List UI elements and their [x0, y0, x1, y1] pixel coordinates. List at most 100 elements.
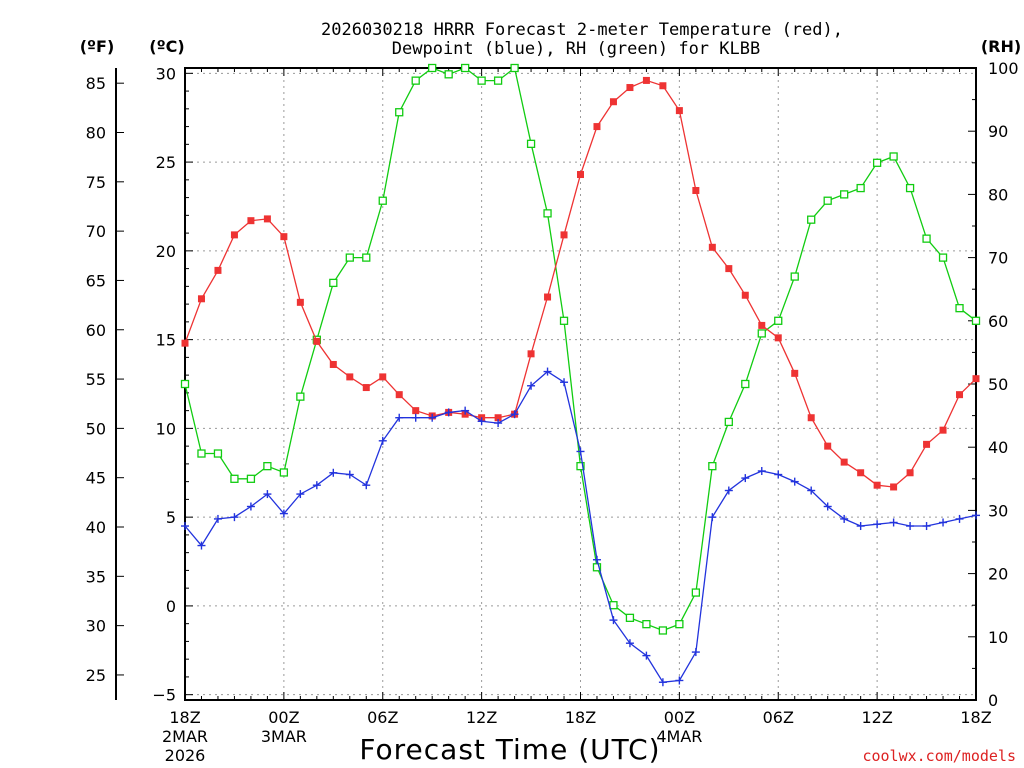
rh-point: [675, 620, 684, 629]
rh-tick-label: 10: [988, 628, 1008, 647]
temperature-point: [609, 98, 617, 106]
dewpoint-point: [411, 413, 420, 422]
rh-point: [741, 379, 750, 389]
celsius-tick-label: 20: [156, 242, 176, 261]
year-label: 2026: [165, 746, 206, 765]
dewpoint-point: [527, 381, 536, 390]
temperature-point: [577, 171, 584, 179]
rh-point: [708, 462, 717, 471]
dewpoint-point: [461, 406, 470, 415]
rh-point: [345, 253, 354, 262]
temperature-point: [544, 293, 552, 301]
fahrenheit-tick-label: 60: [86, 321, 106, 340]
temperature-point: [807, 414, 815, 422]
rh-point: [823, 196, 832, 205]
dewpoint-point: [395, 413, 404, 422]
rh-tick-label: 50: [988, 375, 1008, 394]
temperature-point: [675, 107, 683, 115]
dewpoint-point: [741, 474, 750, 483]
rh-tick-label: 80: [988, 185, 1008, 204]
rh-tick-label: 70: [988, 249, 1008, 268]
temperature-point: [247, 217, 255, 225]
rh-point: [329, 278, 338, 288]
temperature-point: [939, 426, 947, 434]
temperature-point: [379, 373, 387, 381]
rh-tick-label: 0: [988, 691, 998, 710]
fahrenheit-tick-label: 85: [86, 74, 106, 93]
rh-point: [493, 76, 503, 85]
rh-point: [559, 316, 569, 325]
dewpoint-point: [774, 470, 783, 479]
time-tick-label: 12Z: [466, 708, 497, 727]
dewpoint-point: [197, 541, 206, 550]
rh-point: [378, 196, 387, 205]
rh-point: [460, 63, 470, 73]
time-tick-label: 06Z: [763, 708, 794, 727]
rh-point: [642, 620, 651, 629]
dewpoint-point: [790, 477, 799, 486]
temperature-point: [791, 369, 799, 377]
rh-point: [213, 449, 223, 458]
dewpoint-point: [428, 413, 437, 422]
dewpoint-point: [939, 518, 948, 527]
rh-point: [872, 158, 882, 167]
temperature-point: [527, 350, 535, 358]
dewpoint-point: [181, 522, 189, 531]
date-label: 4MAR: [656, 727, 702, 746]
fahrenheit-tick-label: 55: [86, 370, 106, 389]
dewpoint-point: [642, 651, 651, 660]
temperature-point: [214, 266, 222, 274]
dewpoint-point: [263, 490, 272, 499]
dewpoint-point: [312, 481, 321, 490]
dewpoint-point: [378, 436, 387, 445]
rh-point: [938, 253, 948, 262]
dewpoint-point: [246, 502, 255, 511]
rh-point: [526, 139, 536, 148]
celsius-tick-label: 0: [166, 597, 176, 616]
celsius-axis-label: (ºC): [149, 37, 184, 56]
rh-point: [543, 209, 552, 218]
rh-point: [955, 304, 964, 313]
dewpoint-point: [972, 511, 980, 520]
fahrenheit-tick-label: 35: [86, 567, 106, 586]
rh-point: [922, 234, 931, 243]
dewpoint-point: [543, 367, 552, 376]
temperature-point: [642, 76, 650, 84]
fahrenheit-tick-label: 45: [86, 469, 106, 488]
fahrenheit-tick-label: 80: [86, 124, 106, 143]
celsius-axis: −5 0 5 10 15 20 25 30: [152, 64, 193, 705]
celsius-tick-label: 25: [156, 153, 176, 172]
rh-point: [658, 626, 668, 635]
dewpoint-point: [807, 486, 816, 495]
rh-point: [724, 417, 733, 427]
rh-point: [757, 329, 766, 338]
dewpoint-point: [856, 522, 865, 531]
time-tick-label: 18Z: [960, 708, 991, 727]
temperature-point: [972, 375, 980, 383]
fahrenheit-tick-label: 50: [86, 419, 106, 438]
rh-point: [230, 474, 239, 483]
dewpoint-point: [345, 470, 354, 479]
rh-tick-label: 90: [988, 122, 1008, 141]
temperature-point: [197, 295, 205, 303]
dewpoint-point: [609, 616, 618, 625]
temperature-point: [329, 360, 337, 368]
time-tick-label: 00Z: [664, 708, 695, 727]
dewpoint-point: [362, 481, 371, 490]
temperature-point: [774, 334, 782, 342]
dewpoint-point: [329, 468, 338, 477]
rh-point: [576, 462, 585, 471]
dewpoint-point: [922, 522, 931, 531]
dewpoint-point: [494, 419, 503, 428]
temperature-point: [857, 469, 865, 477]
temperature-point: [873, 481, 881, 489]
rh-point: [840, 190, 849, 199]
rh-point: [592, 563, 602, 572]
credit-link[interactable]: coolwx.com/models: [862, 747, 1016, 765]
dewpoint-point: [724, 486, 733, 495]
rh-point: [395, 108, 404, 117]
dewpoint-point: [906, 522, 915, 531]
temperature-point: [741, 291, 749, 299]
